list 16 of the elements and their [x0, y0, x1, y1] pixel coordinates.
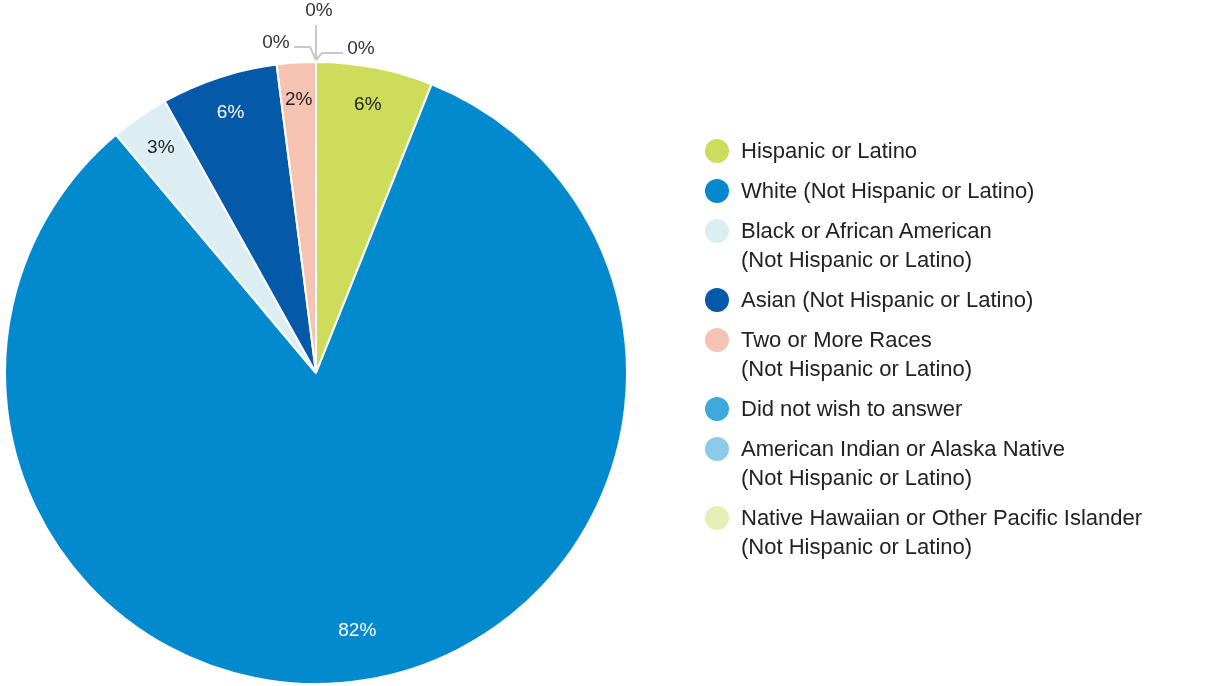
- text: 0%: [305, 0, 333, 21]
- legend-label: Black or African American (Not Hispanic or Latino): [741, 217, 992, 274]
- legend-label: Hispanic or Latino: [741, 137, 918, 165]
- data-label: 2%: [284, 88, 313, 110]
- legend-label: Did not wish to answer: [741, 395, 963, 423]
- legend-label: Native Hawaiian or Other Pacific Islander (Not Hispanic or Latino): [741, 504, 1143, 561]
- legend-label: American Indian or Alaska Native (Not Hispanic or Latino): [741, 435, 1066, 492]
- data-label: 6%: [354, 92, 382, 114]
- legend-label: Two or More Races (Not Hispanic or Latino): [741, 326, 973, 383]
- data-label: 82%: [338, 619, 377, 641]
- legend-label: Asian (Not Hispanic or Latino): [741, 286, 1034, 314]
- data-label: 3%: [147, 135, 175, 157]
- text: 0%: [262, 31, 290, 53]
- text: 0%: [347, 37, 375, 59]
- data-label: 6%: [216, 101, 245, 123]
- legend-label: White (Not Hispanic or Latino): [741, 177, 1035, 205]
